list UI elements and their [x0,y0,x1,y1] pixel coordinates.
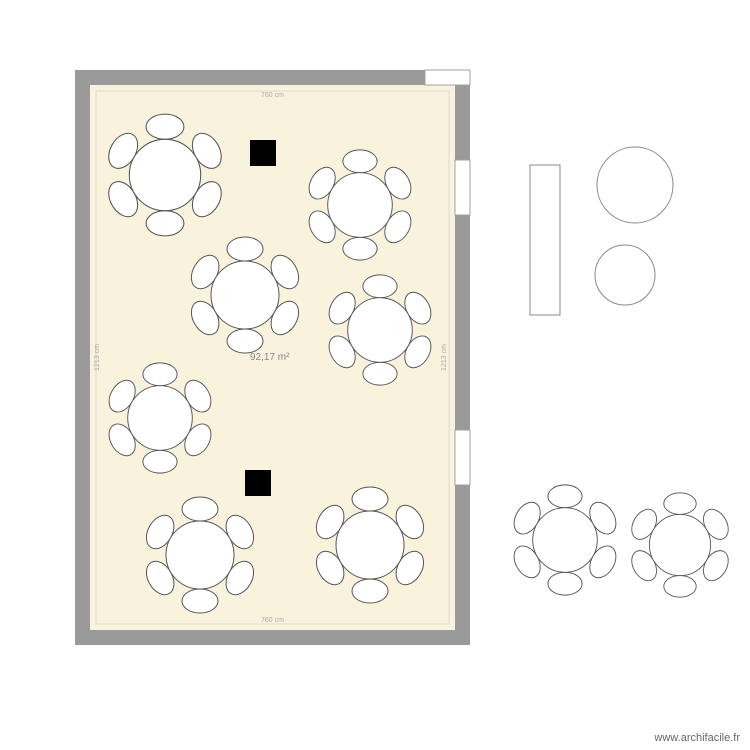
chair-icon [363,275,397,298]
chair-icon [182,497,218,521]
dimension-label: 760 cm [261,617,284,624]
outside-circle-1 [595,245,655,305]
table-group-outside-0 [509,485,622,595]
door-0 [425,70,470,85]
chair-icon [548,572,582,595]
chair-icon [664,576,696,598]
column-marker-0 [250,140,276,166]
door-1 [455,160,470,215]
chair-icon [227,237,263,261]
round-table-icon [649,514,710,575]
chair-icon [363,362,397,385]
dimension-label: 1213 cm [94,344,101,371]
chair-icon [664,493,696,515]
floor-plan-canvas: 760 cm 760 cm 1213 cm 1213 cm 92,17 m² [0,0,750,750]
round-table-icon [128,386,193,451]
chair-icon [352,487,388,511]
round-table-icon [533,508,598,573]
chair-icon [146,114,184,139]
chair-icon [548,485,582,508]
chair-icon [143,363,177,386]
chair-icon [343,237,377,260]
watermark-text: www.archifacile.fr [654,732,740,744]
table-group-outside-1 [627,493,734,597]
round-table-icon [348,298,413,363]
chair-icon [343,150,377,173]
chair-icon [182,589,218,613]
round-table-icon [328,173,393,238]
chair-icon [227,329,263,353]
outside-circle-0 [597,147,673,223]
door-2 [455,430,470,485]
outside-rect-table [530,165,560,315]
round-table-icon [211,261,279,329]
round-table-icon [336,511,404,579]
dimension-label: 1213 cm [441,344,448,371]
round-table-icon [166,521,234,589]
dimension-label: 760 cm [261,92,284,99]
chair-icon [352,579,388,603]
area-label: 92,17 m² [250,352,290,363]
chair-icon [143,450,177,473]
column-marker-1 [245,470,271,496]
round-table-icon [129,139,200,210]
chair-icon [146,211,184,236]
